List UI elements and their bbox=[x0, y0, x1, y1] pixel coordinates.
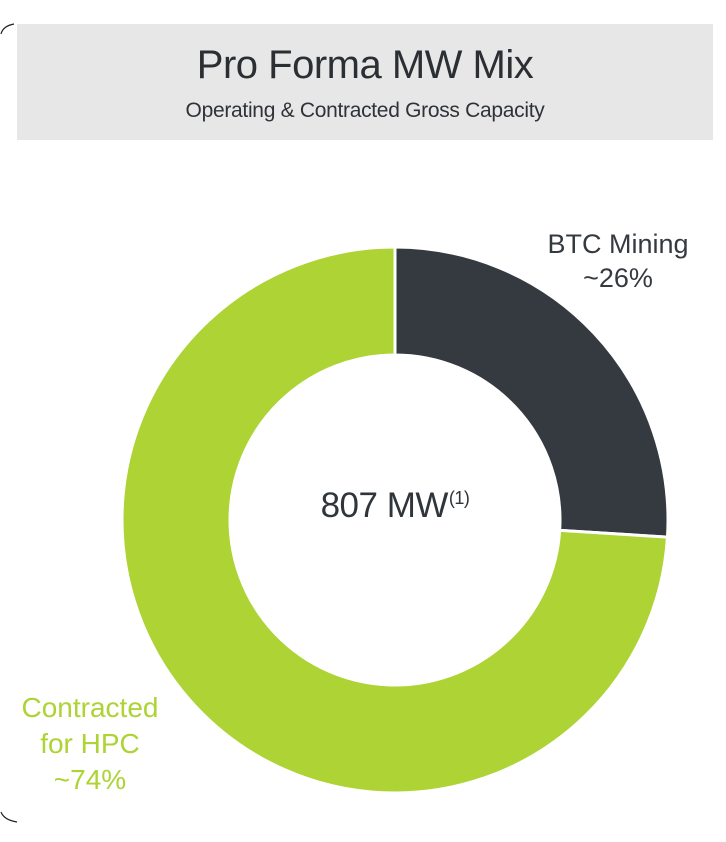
footnote-marker: (1) bbox=[448, 488, 470, 508]
hpc-percent: ~74% bbox=[53, 764, 127, 795]
chart-title: Pro Forma MW Mix bbox=[196, 43, 534, 87]
btc-mining-label: BTC Mining ~26% bbox=[510, 227, 726, 295]
btc-mining-percent: ~26% bbox=[583, 263, 653, 293]
total-capacity-value: 807 MW bbox=[320, 486, 449, 525]
hpc-name-line1: Contracted bbox=[21, 692, 159, 723]
btc-mining-name: BTC Mining bbox=[547, 229, 689, 259]
hpc-name-line2: for HPC bbox=[40, 728, 140, 759]
total-capacity-label: 807 MW(1) bbox=[230, 486, 560, 526]
chart-subtitle: Operating & Contracted Gross Capacity bbox=[185, 99, 545, 122]
hpc-label: Contracted for HPC ~74% bbox=[0, 690, 180, 798]
donut-slice-btc-mining bbox=[393, 245, 670, 539]
donut-slice-contracted-for-hpc bbox=[120, 245, 670, 795]
chart-header: Pro Forma MW Mix Operating & Contracted … bbox=[17, 24, 713, 140]
